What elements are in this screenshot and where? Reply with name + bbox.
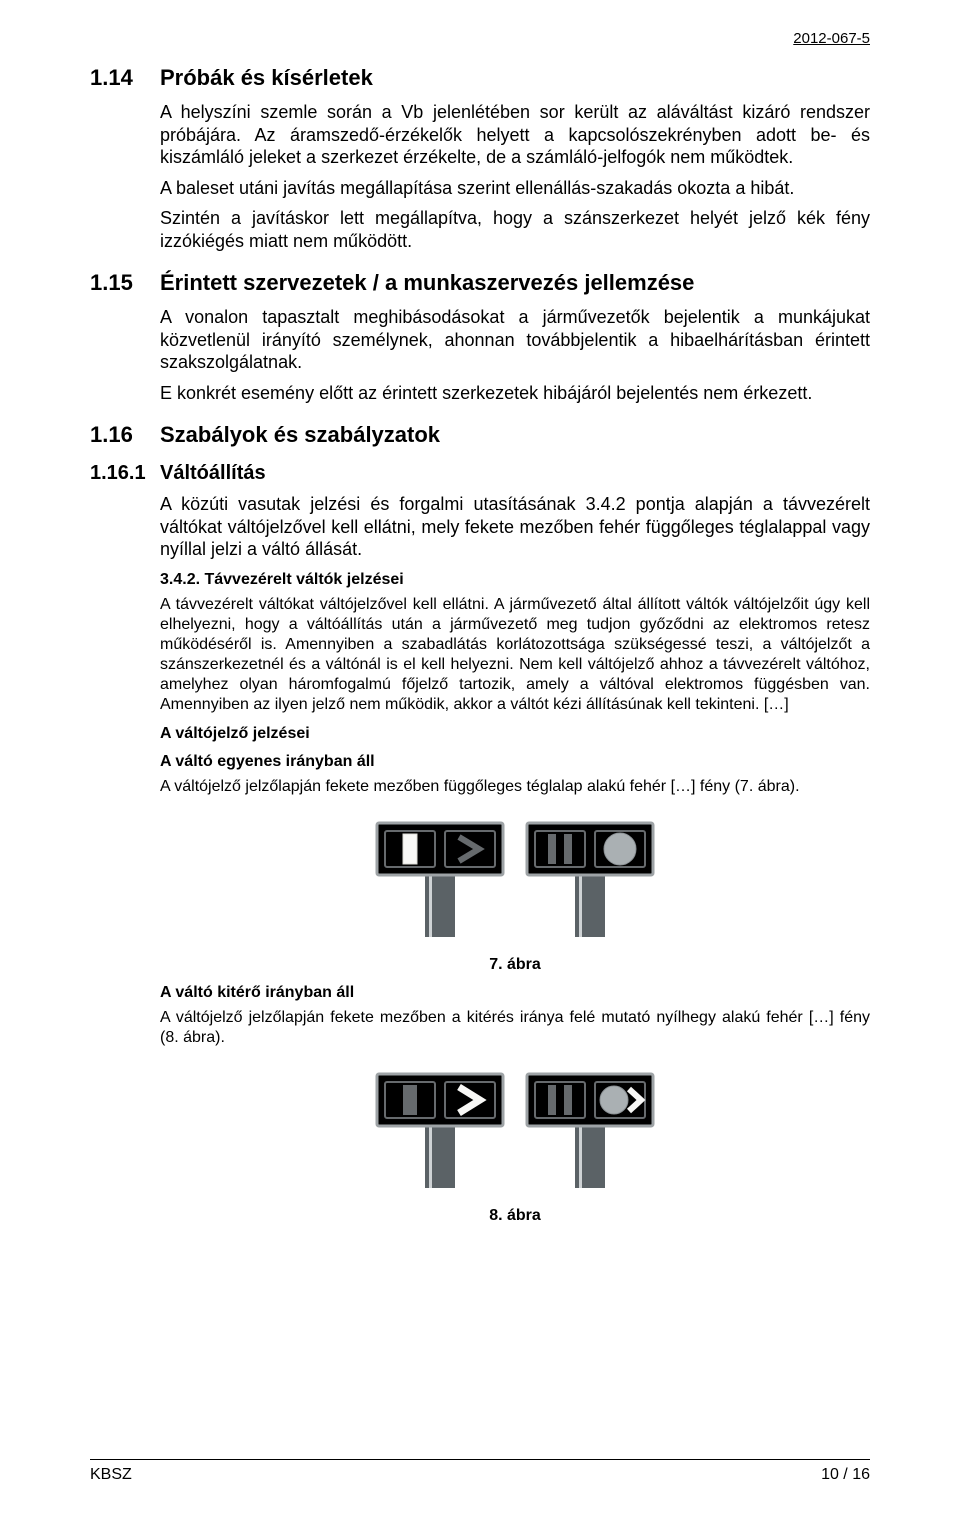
heading-1-14: 1.14 Próbák és kísérletek — [90, 65, 870, 91]
section-1-14-body: A helyszíni szemle során a Vb jelenlétéb… — [160, 101, 870, 252]
quote-subheading: A váltó egyenes irányban áll — [160, 753, 870, 771]
signal-diverging-rect-off-arrow-on-icon — [375, 1068, 505, 1188]
footer-right: 10 / 16 — [821, 1466, 870, 1484]
footer: KBSZ 10 / 16 — [90, 1459, 870, 1484]
paragraph: E konkrét esemény előtt az érintett szer… — [160, 382, 870, 405]
figure-8: 8. ábra — [160, 1068, 870, 1225]
heading-title: Érintett szervezetek / a munkaszervezés … — [160, 270, 694, 296]
section-1-15-body: A vonalon tapasztalt meghibásodásokat a … — [160, 306, 870, 404]
paragraph: A helyszíni szemle során a Vb jelenlétéb… — [160, 101, 870, 169]
quote-heading: 3.4.2. Távvezérelt váltók jelzései — [160, 571, 870, 589]
heading-1-16: 1.16 Szabályok és szabályzatok — [90, 422, 870, 448]
paragraph-small: A váltójelző jelzőlapján fekete mezőben … — [160, 777, 870, 797]
heading-number: 1.15 — [90, 270, 160, 296]
heading-number: 1.16 — [90, 422, 160, 448]
heading-number: 1.14 — [90, 65, 160, 91]
signal-row — [375, 817, 655, 937]
page: 2012-067-5 1.14 Próbák és kísérletek A h… — [0, 0, 960, 1514]
subheading-number: 1.16.1 — [90, 462, 160, 485]
quote-subheading: A váltó kitérő irányban áll — [160, 984, 870, 1002]
paragraph-small: A váltójelző jelzőlapján fekete mezőben … — [160, 1008, 870, 1048]
figure-caption: 8. ábra — [160, 1207, 870, 1225]
signal-straight-rect-on-arrow-off-icon — [375, 817, 505, 937]
section-1-16-1-body: A közúti vasutak jelzési és forgalmi uta… — [160, 493, 870, 1225]
doc-id: 2012-067-5 — [90, 30, 870, 47]
subheading-1-16-1: 1.16.1 Váltóállítás — [90, 462, 870, 485]
paragraph: A közúti vasutak jelzési és forgalmi uta… — [160, 493, 870, 561]
paragraph: A vonalon tapasztalt meghibásodásokat a … — [160, 306, 870, 374]
signal-row — [375, 1068, 655, 1188]
paragraph: A baleset utáni javítás megállapítása sz… — [160, 177, 870, 200]
subheading-title: Váltóállítás — [160, 462, 266, 485]
figure-7: 7. ábra — [160, 817, 870, 974]
heading-title: Szabályok és szabályzatok — [160, 422, 440, 448]
quote-subheading: A váltójelző jelzései — [160, 725, 870, 743]
heading-1-15: 1.15 Érintett szervezetek / a munkaszerv… — [90, 270, 870, 296]
heading-title: Próbák és kísérletek — [160, 65, 373, 91]
paragraph: Szintén a javításkor lett megállapítva, … — [160, 207, 870, 252]
paragraph-small: A távvezérelt váltókat váltójelzővel kel… — [160, 595, 870, 715]
signal-straight-circle-off-icon — [525, 817, 655, 937]
figure-caption: 7. ábra — [160, 956, 870, 974]
signal-diverging-circle-off-arrow-on-icon — [525, 1068, 655, 1188]
footer-left: KBSZ — [90, 1466, 132, 1484]
